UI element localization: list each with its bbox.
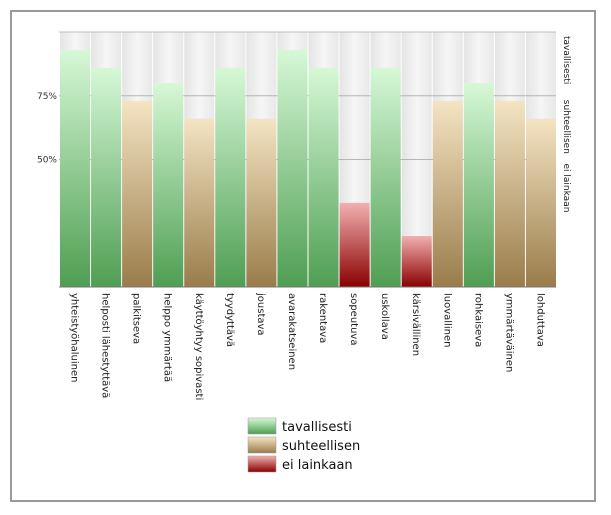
legend-label: ei lainkaan <box>282 458 353 473</box>
y-tick-label: 50% <box>37 156 57 166</box>
bar <box>308 67 339 287</box>
x-tick-label: palkitseva <box>131 293 142 344</box>
chart-frame: 75% 50% yhteistyöhaluinen helposti lähestyt… <box>10 10 596 502</box>
x-tick-label: joustava <box>255 292 266 336</box>
legend: tavallisesti suhteellisen ei lainkaan <box>247 417 360 473</box>
right-level-label: tavallisesti <box>561 36 571 84</box>
bar-chart: 75% 50% yhteistyöhaluinen helposti lähestyt… <box>37 31 571 473</box>
y-tick-label: 75% <box>37 92 57 102</box>
right-level-label: suhteellisen <box>561 100 571 154</box>
legend-label: suhteellisen <box>282 439 360 454</box>
bar <box>153 83 184 287</box>
bar <box>215 67 246 287</box>
bar <box>184 118 215 287</box>
x-tick-label: helppo ymmärtää <box>162 293 173 382</box>
x-tick-label: helposti lähestyttävä <box>100 293 111 398</box>
legend-swatch <box>247 455 277 473</box>
bar <box>525 118 556 287</box>
legend-swatch <box>247 436 277 454</box>
x-tick-label: avarakatseinen <box>286 293 297 370</box>
bar <box>277 49 308 287</box>
x-tick-label: kärsivällinen <box>410 293 421 356</box>
x-tick-label: rakentava <box>317 293 328 343</box>
legend-swatch <box>247 417 277 435</box>
bar <box>246 118 277 287</box>
x-tick-label: yhteistyöhaluinen <box>69 293 80 382</box>
right-level-label: ei lainkaan <box>561 164 571 213</box>
x-tick-label: käyttöyhtyy sopivasti <box>193 293 204 400</box>
bar <box>91 67 122 287</box>
x-tick-label: uskollava <box>379 293 390 340</box>
bar <box>60 49 91 287</box>
x-tick-label: sopeutuva <box>348 293 359 345</box>
bar <box>122 100 153 287</box>
legend-label: tavallisesti <box>282 420 352 435</box>
bar <box>494 100 525 287</box>
bar <box>339 202 370 287</box>
bar <box>370 67 401 287</box>
x-tick-label: rohkaiseva <box>472 293 483 347</box>
bar <box>401 236 432 287</box>
x-tick-label: lohduttava <box>534 293 545 347</box>
bar <box>432 100 463 287</box>
x-tick-label: tyydyttävä <box>224 293 235 347</box>
x-tick-label: luovallinen <box>441 293 452 347</box>
bar <box>463 83 494 287</box>
x-tick-label: ymmärtäväinen <box>503 293 514 372</box>
